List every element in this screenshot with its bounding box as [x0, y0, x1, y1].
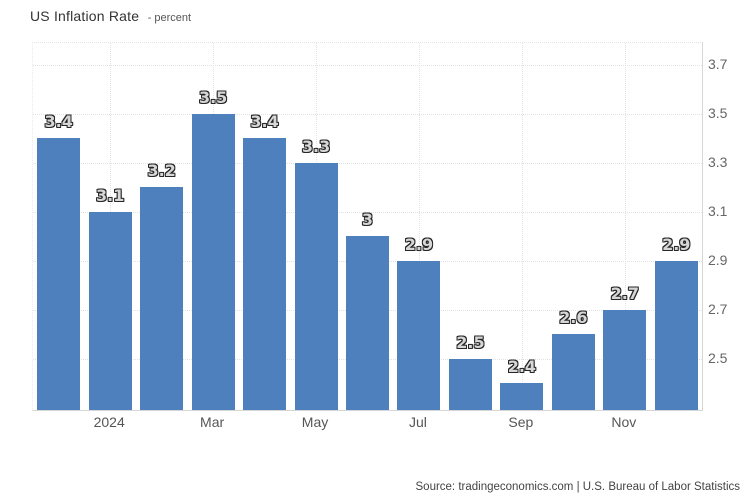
chart-title: US Inflation Rate - percent [30, 8, 191, 26]
bar [294, 162, 338, 410]
y-axis-tick-label: 3.7 [708, 56, 728, 73]
h-gridline [33, 211, 702, 213]
bar-value-label: 2.4 [507, 357, 537, 377]
y-axis-tick-label: 3.3 [708, 153, 728, 170]
bar-value-label: 2.6 [559, 308, 588, 328]
bar [37, 138, 81, 410]
bar [88, 211, 132, 410]
bar [346, 236, 389, 410]
x-axis-tick-label: Mar [200, 414, 225, 430]
bar-value-label: 3.2 [147, 161, 176, 181]
x-axis-tick-label: Sep [508, 414, 534, 430]
bar [448, 358, 492, 410]
y-axis-labels: 3.7 3.5 3.3 3.1 2.9 2.7 2.5 [708, 42, 748, 409]
x-axis-tick-label: Jul [409, 414, 427, 430]
x-axis-tick-label: 2024 [93, 414, 125, 430]
h-gridline [33, 65, 702, 67]
x-axis-tick-label: Nov [611, 414, 637, 430]
bar [191, 113, 235, 410]
chart-title-unit: - percent [147, 12, 192, 24]
bar [397, 260, 441, 410]
v-gridline [521, 43, 523, 410]
h-gridline [33, 162, 702, 164]
x-axis-labels: 2024 Mar May Jul Sep Nov [32, 414, 701, 434]
bar-value-label: 3.3 [301, 136, 331, 156]
bar [551, 334, 595, 410]
plot-area: 3.4 3.1 3.2 3.5 3.4 3.3 3 2.9 2.5 2.4 2.6 2.7 2.9 [32, 42, 703, 411]
y-axis-tick-label: 3.1 [708, 202, 728, 219]
bar-value-label: 2.9 [662, 234, 691, 254]
bar [654, 260, 698, 410]
bar-value-label: 3 [361, 210, 374, 230]
chart-title-text: US Inflation Rate [30, 8, 140, 24]
x-axis-tick-label: May [301, 414, 329, 430]
bar-value-label: 3.4 [250, 112, 279, 132]
bar-value-label: 2.5 [456, 332, 485, 352]
bar-value-label: 3.4 [44, 112, 73, 132]
bar-value-label: 2.7 [610, 283, 639, 303]
source-attribution: Source: tradingeconomics.com | U.S. Bure… [415, 481, 741, 493]
bar [500, 383, 544, 410]
y-axis-tick-label: 3.5 [708, 104, 728, 121]
h-gridline [33, 113, 702, 115]
y-axis-tick-label: 2.5 [708, 349, 728, 366]
bar [603, 309, 647, 410]
y-axis-tick-label: 2.9 [708, 251, 728, 268]
y-axis-tick-label: 2.7 [708, 300, 728, 317]
bar [243, 138, 287, 410]
bar-value-label: 2.9 [404, 234, 434, 254]
v-gridline [624, 43, 626, 410]
bar [140, 187, 184, 410]
v-gridline [418, 43, 420, 410]
bar-value-label: 3.5 [198, 87, 228, 107]
bar-value-label: 3.1 [96, 185, 125, 205]
